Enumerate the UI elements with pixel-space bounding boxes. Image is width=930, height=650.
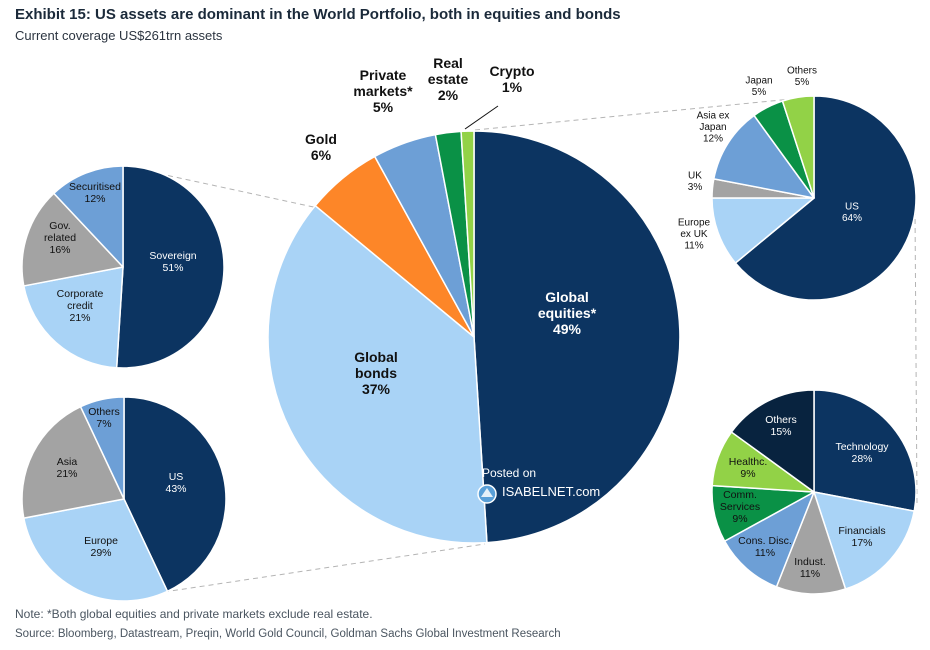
slice-us (123, 396, 227, 593)
connector-bonds-type-top (123, 165, 319, 209)
pie-world-portfolio: Global equities* 49% Global bonds 37% Gold 6% Pr… (267, 55, 681, 544)
pie-global-equities-by-sector: Technology 28% Financials 17% Indust. 11%Cons… (711, 389, 917, 595)
slice-others (79, 396, 125, 500)
slice-indust (775, 491, 847, 595)
chart-title: Exhibit 15: US assets are dominant in th… (15, 6, 621, 23)
slice-label-indust: Indust. 11% (794, 556, 826, 580)
slice-label-europe-ex-uk: Europe ex UK 11% (678, 218, 711, 252)
slice-asia (21, 405, 125, 519)
slice-sovereign (115, 165, 225, 369)
slice-label-europe: Europe 29% (84, 535, 118, 559)
slice-label-global-equities: Global equities* 49% (538, 289, 597, 337)
slice-label-us: US 43% (165, 471, 186, 495)
slice-label-gold: Gold 6% (305, 131, 337, 163)
slice-cons-disc (723, 491, 815, 588)
slice-label-securitised: Securitised 12% (69, 181, 121, 205)
slice-label-comm-services: Comm. Services 9% (720, 489, 760, 525)
source-note: Source: Bloomberg, Datastream, Preqin, W… (15, 628, 561, 640)
connector-bonds-region-bottom (163, 543, 486, 593)
pie-global-bonds-by-type: Sovereign 51% Corporate credit 21% Gov. relate… (21, 165, 225, 369)
footnote: Note: *Both global equities and private … (15, 607, 373, 621)
slice-label-cons-disc: Cons. Disc. 11% (738, 535, 792, 559)
slice-label-others: Others 15% (765, 414, 797, 438)
slice-label-private-markets: Private markets* 5% (353, 67, 413, 115)
slice-label-japan: Japan 5% (745, 75, 772, 98)
slice-label-us: US 64% (842, 201, 862, 224)
slice-global-bonds (267, 204, 488, 544)
slice-crypto (460, 130, 475, 338)
watermark-site-name: ISABELNET.com (502, 484, 601, 499)
crypto-pointer-line (464, 105, 499, 130)
slice-technology (813, 389, 917, 512)
slice-financials (813, 491, 915, 590)
connector-equities-region-right (914, 209, 918, 506)
slice-label-asia: Asia 21% (56, 456, 77, 480)
watermark-posted-text: Posted on (482, 466, 537, 480)
slice-gov-related (21, 192, 124, 287)
pie-global-equities-by-region: US 64% Europe ex UK 11% UK 3% Asia ex Japan 12% Ja… (678, 65, 917, 301)
slice-label-real-estate: Real estate 2% (428, 55, 469, 103)
slice-label-others: Others 7% (88, 406, 120, 430)
connector-equities-region-top (474, 96, 813, 131)
chart-subtitle: Current coverage US$261trn assets (15, 28, 223, 43)
slice-label-uk: UK 3% (688, 170, 703, 193)
slice-securitised (53, 165, 124, 268)
slice-asia-ex-japan (713, 114, 815, 199)
slice-us (734, 95, 917, 301)
pie-global-bonds-by-region: US 43% Europe 29% Asia 21% Others 7% (21, 396, 227, 602)
slice-label-financials: Financials 17% (838, 525, 885, 549)
slice-label-crypto: Crypto 1% (489, 63, 534, 95)
slice-label-global-bonds: Global bonds 37% (354, 349, 398, 397)
slice-label-others: Others 5% (787, 65, 817, 88)
slice-global-equities (473, 130, 681, 544)
slice-label-gov-related: Gov. related 16% (44, 220, 76, 256)
slice-europe-ex-uk (711, 197, 815, 264)
slice-label-corporate-credit: Corporate credit 21% (57, 288, 104, 324)
slice-label-sovereign: Sovereign 51% (149, 250, 196, 274)
slice-label-asia-ex-japan: Asia ex Japan 12% (697, 111, 730, 145)
slice-corporate-credit (23, 266, 124, 369)
slice-europe (23, 498, 169, 602)
slice-label-technology: Technology 28% (835, 441, 889, 465)
connector-lines (123, 96, 918, 593)
slice-label-healthc: Healthc. 9% (729, 456, 768, 480)
slice-others (781, 95, 815, 199)
isabelnet-logo-icon (477, 484, 497, 504)
slice-others (730, 389, 815, 493)
